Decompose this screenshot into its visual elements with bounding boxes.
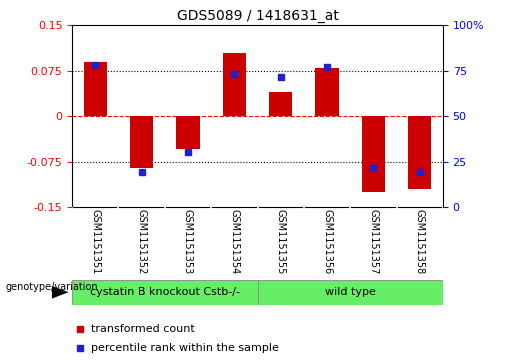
Text: percentile rank within the sample: percentile rank within the sample <box>91 343 279 354</box>
Bar <box>269 92 293 116</box>
Text: GSM1151354: GSM1151354 <box>229 209 239 274</box>
Title: GDS5089 / 1418631_at: GDS5089 / 1418631_at <box>177 9 338 23</box>
Text: GSM1151356: GSM1151356 <box>322 209 332 274</box>
Bar <box>130 116 153 168</box>
Bar <box>258 280 443 305</box>
Bar <box>362 116 385 192</box>
Text: GSM1151351: GSM1151351 <box>90 209 100 274</box>
Bar <box>176 116 199 150</box>
Bar <box>72 280 258 305</box>
Bar <box>222 53 246 116</box>
Text: GSM1151355: GSM1151355 <box>276 209 286 274</box>
Text: GSM1151353: GSM1151353 <box>183 209 193 274</box>
Text: GSM1151357: GSM1151357 <box>368 209 379 274</box>
Bar <box>315 68 338 116</box>
Text: GSM1151358: GSM1151358 <box>415 209 425 274</box>
Text: GSM1151352: GSM1151352 <box>136 209 147 274</box>
Text: cystatin B knockout Cstb-/-: cystatin B knockout Cstb-/- <box>90 287 240 297</box>
Bar <box>408 116 431 189</box>
Text: genotype/variation: genotype/variation <box>5 282 98 292</box>
Text: transformed count: transformed count <box>91 324 194 334</box>
Text: wild type: wild type <box>325 287 375 297</box>
Bar <box>84 62 107 116</box>
Polygon shape <box>52 286 68 298</box>
